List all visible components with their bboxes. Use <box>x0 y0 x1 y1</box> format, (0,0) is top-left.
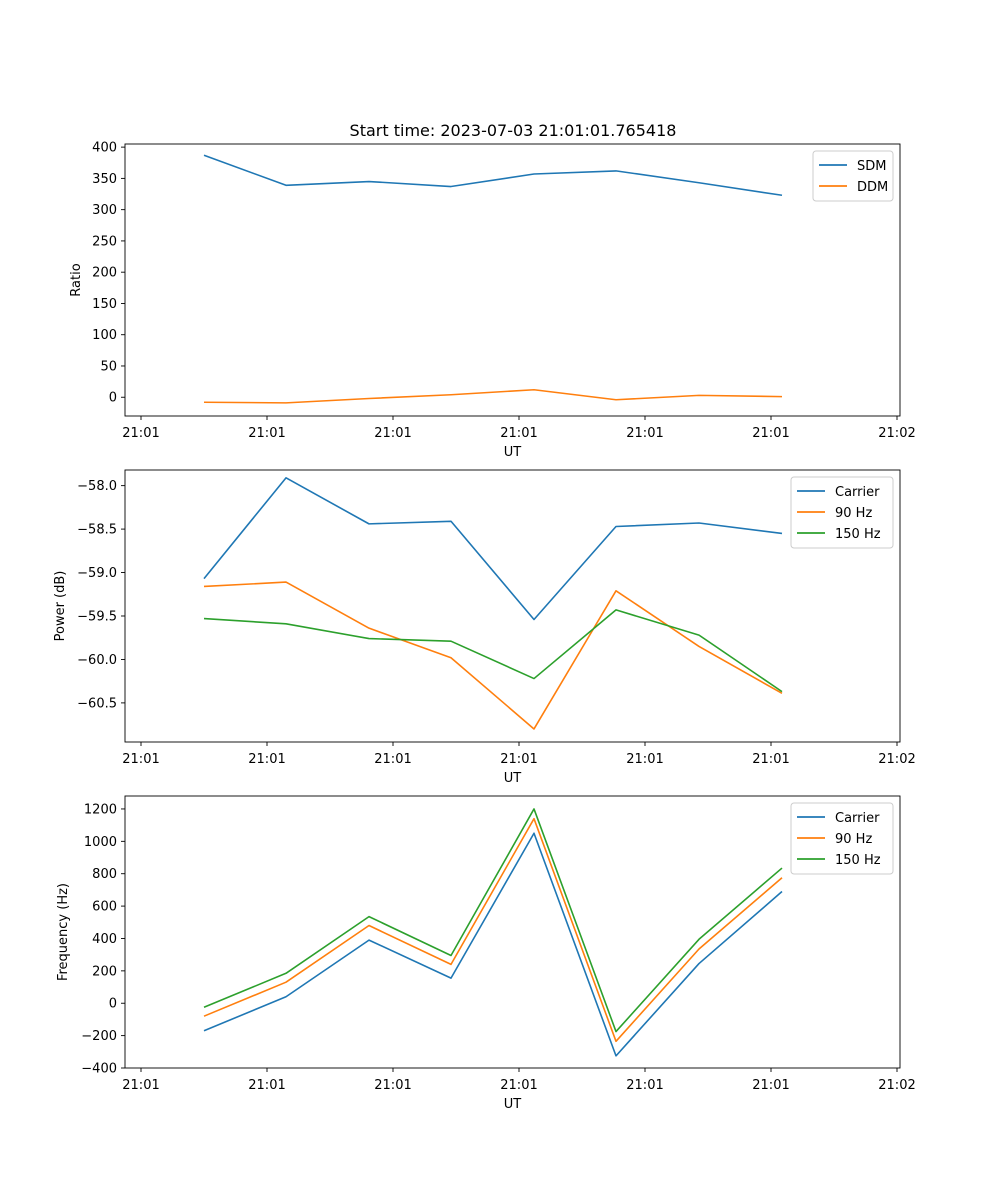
y-tick-label: −60.5 <box>77 696 117 711</box>
legend-label: DDM <box>857 180 888 195</box>
x-tick-label: 21:01 <box>752 752 789 767</box>
chart-title: Start time: 2023-07-03 21:01:01.765418 <box>350 121 677 140</box>
power-panel: 21:01 21:01 21:01 21:01 21:01 21:01 21:02 −58.0… <box>53 469 916 786</box>
x-tick-label: 21:01 <box>248 1078 285 1093</box>
y-tick-label: 1200 <box>84 802 117 817</box>
y-tick-label: 0 <box>109 997 117 1012</box>
y-tick-label: 1000 <box>84 835 117 850</box>
legend-box <box>790 802 894 875</box>
x-tick-label: 21:01 <box>374 426 411 441</box>
legend-box <box>812 150 894 202</box>
x-tick-label: 21:02 <box>878 752 915 767</box>
y-tick-label: −59.5 <box>77 609 117 624</box>
y-tick-label: 400 <box>92 141 117 156</box>
x-tick-label: 21:01 <box>752 1078 789 1093</box>
y-tick-label: 50 <box>100 359 117 374</box>
ratio-panel: 21:01 21:01 21:01 21:01 21:01 21:01 21:02 0 50 10… <box>69 141 916 460</box>
y-tick-label: 400 <box>92 932 117 947</box>
x-tick-label: 21:01 <box>626 1078 663 1093</box>
y-tick-label: 300 <box>92 203 117 218</box>
x-tick-label: 21:01 <box>500 752 537 767</box>
x-tick-label: 21:01 <box>626 752 663 767</box>
y-tick-label: −58.0 <box>77 479 117 494</box>
series-line-carrier <box>203 832 783 1057</box>
y-tick-label: −60.0 <box>77 653 117 668</box>
axes-frame <box>124 469 901 743</box>
legend-label: Carrier <box>835 485 880 500</box>
x-axis-label: UT <box>504 445 522 460</box>
y-tick-label: 800 <box>92 867 117 882</box>
y-tick-label: 200 <box>92 266 117 281</box>
x-tick-label: 21:01 <box>626 426 663 441</box>
y-axis-label: Ratio <box>69 263 84 296</box>
legend: SDM DDM <box>812 150 894 202</box>
x-tick-label: 21:01 <box>752 426 789 441</box>
x-tick-label: 21:01 <box>122 1078 159 1093</box>
y-tick-label: 200 <box>92 964 117 979</box>
x-tick-label: 21:01 <box>248 426 285 441</box>
legend: Carrier 90 Hz 150 Hz <box>790 476 894 549</box>
y-tick-label: 150 <box>92 297 117 312</box>
x-tick-label: 21:01 <box>248 752 285 767</box>
x-axis-label: UT <box>504 771 522 786</box>
axes-frame <box>124 795 901 1069</box>
y-axis-label: Power (dB) <box>53 571 68 642</box>
y-tick-label: −200 <box>81 1029 117 1044</box>
x-tick-label: 21:01 <box>374 752 411 767</box>
x-tick-label: 21:01 <box>122 426 159 441</box>
x-tick-label: 21:01 <box>374 1078 411 1093</box>
x-tick-label: 21:01 <box>500 426 537 441</box>
y-tick-label: 600 <box>92 900 117 915</box>
axes-frame <box>124 143 901 417</box>
legend: Carrier 90 Hz 150 Hz <box>790 802 894 875</box>
y-tick-label: 350 <box>92 172 117 187</box>
frequency-panel: 21:01 21:01 21:01 21:01 21:01 21:01 21:02 −400 −… <box>56 795 916 1112</box>
series-line-carrier <box>203 477 783 621</box>
legend-label: 90 Hz <box>835 506 872 521</box>
legend-label: Carrier <box>835 811 880 826</box>
legend-label: SDM <box>857 159 886 174</box>
series-line-sdm <box>203 154 783 197</box>
legend-label: 90 Hz <box>835 832 872 847</box>
y-tick-label: 100 <box>92 328 117 343</box>
legend-label: 150 Hz <box>835 527 881 542</box>
x-tick-label: 21:01 <box>500 1078 537 1093</box>
legend-box <box>790 476 894 549</box>
y-axis-label: Frequency (Hz) <box>56 883 71 981</box>
legend-label: 150 Hz <box>835 853 881 868</box>
series-line-150-hz <box>203 609 783 693</box>
y-tick-label: 250 <box>92 234 117 249</box>
series-line-150-hz <box>203 808 783 1033</box>
series-line-ddm <box>203 388 783 404</box>
x-axis-label: UT <box>504 1097 522 1112</box>
y-tick-label: −400 <box>81 1062 117 1077</box>
series-line-90-hz <box>203 817 783 1043</box>
series-line-90-hz <box>203 581 783 730</box>
x-tick-label: 21:02 <box>878 1078 915 1093</box>
y-tick-label: −58.5 <box>77 523 117 538</box>
x-tick-label: 21:02 <box>878 426 915 441</box>
y-tick-label: 0 <box>109 391 117 406</box>
x-tick-label: 21:01 <box>122 752 159 767</box>
y-tick-label: −59.0 <box>77 566 117 581</box>
